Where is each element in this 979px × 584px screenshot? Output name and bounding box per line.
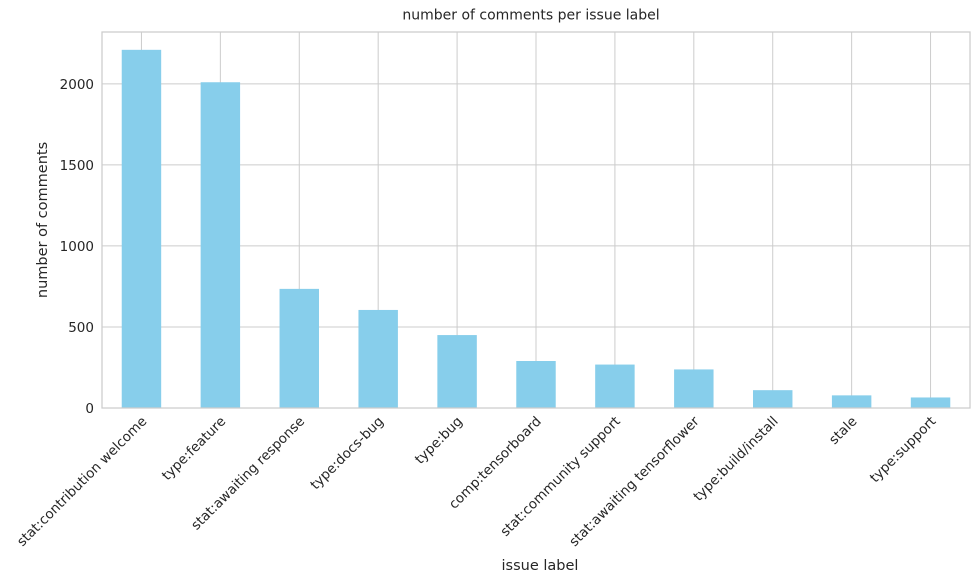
bar bbox=[753, 390, 793, 408]
y-tick-label: 0 bbox=[85, 401, 94, 417]
bar bbox=[437, 335, 477, 408]
y-axis-label: number of comments bbox=[35, 142, 51, 298]
chart-title: number of comments per issue label bbox=[402, 8, 659, 24]
y-tick-labels: 0 500 1000 1500 2000 bbox=[60, 77, 94, 417]
bar bbox=[516, 361, 556, 408]
x-axis-label: issue label bbox=[502, 558, 579, 574]
bars bbox=[121, 49, 951, 409]
plot-frame bbox=[101, 31, 971, 409]
y-tick-label: 1500 bbox=[60, 158, 94, 174]
grid-lines bbox=[102, 32, 970, 409]
bar bbox=[279, 288, 319, 408]
bar bbox=[910, 397, 951, 408]
y-tick-label: 2000 bbox=[60, 77, 94, 93]
bar bbox=[200, 82, 241, 408]
bar bbox=[358, 309, 398, 408]
bar bbox=[674, 369, 714, 408]
y-tick-label: 500 bbox=[68, 320, 94, 336]
bar bbox=[595, 364, 635, 408]
bar bbox=[121, 49, 162, 409]
y-tick-label: 1000 bbox=[60, 239, 94, 255]
bar bbox=[831, 395, 872, 408]
